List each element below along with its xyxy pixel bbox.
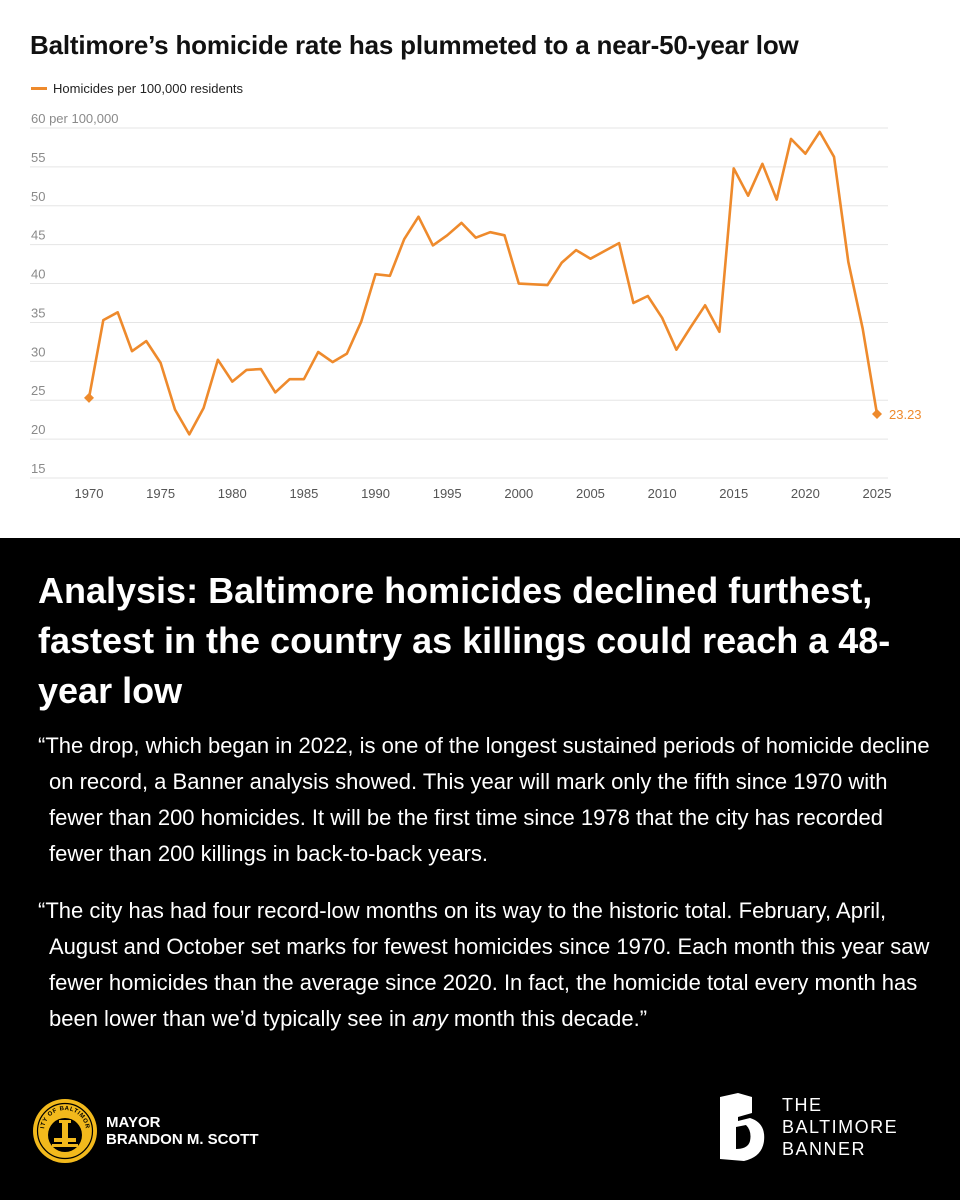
quote-paragraph-2: “The city has had four record-low months… bbox=[38, 893, 939, 1037]
x-tick-label: 1980 bbox=[218, 486, 247, 501]
x-tick-label: 2005 bbox=[576, 486, 605, 501]
y-tick-label: 50 bbox=[31, 189, 45, 204]
y-axis-top-label: 60 per 100,000 bbox=[31, 111, 118, 126]
y-tick-label: 30 bbox=[31, 344, 45, 359]
banner-line-2: BALTIMORE bbox=[782, 1117, 899, 1137]
x-tick-label: 2025 bbox=[863, 486, 892, 501]
y-tick-label: 25 bbox=[31, 383, 45, 398]
x-tick-label: 2020 bbox=[791, 486, 820, 501]
x-tick-label: 1990 bbox=[361, 486, 390, 501]
city-seal-icon: CITY OF BALTIMORE bbox=[32, 1098, 97, 1163]
mayor-credit: CITY OF BALTIMORE MAYOR BRANDON M. SCOTT bbox=[32, 1098, 259, 1164]
mayor-name: BRANDON M. SCOTT bbox=[106, 1131, 259, 1148]
x-tick-label: 1970 bbox=[75, 486, 104, 501]
headline: Analysis: Baltimore homicides declined f… bbox=[38, 570, 891, 711]
x-tick-label: 1975 bbox=[146, 486, 175, 501]
y-tick-label: 15 bbox=[31, 461, 45, 476]
y-tick-label: 20 bbox=[31, 422, 45, 437]
x-tick-label: 1995 bbox=[433, 486, 462, 501]
y-tick-label: 55 bbox=[31, 150, 45, 165]
quote-2-text: “The city has had four record-low months… bbox=[38, 898, 930, 1031]
quote-2-emphasis: any bbox=[412, 1006, 448, 1031]
y-tick-label: 40 bbox=[31, 267, 45, 282]
legend-swatch bbox=[31, 87, 47, 90]
end-point-marker bbox=[872, 408, 882, 419]
article-panel: Analysis: Baltimore homicides declined f… bbox=[0, 538, 960, 1200]
legend-label: Homicides per 100,000 residents bbox=[53, 81, 244, 96]
chart-title: Baltimore’s homicide rate has plummeted … bbox=[30, 30, 799, 60]
quote-2-ending: month this decade.” bbox=[447, 1006, 648, 1031]
x-tick-label: 1985 bbox=[289, 486, 318, 501]
banner-line-1: THE bbox=[782, 1095, 823, 1115]
x-tick-label: 2015 bbox=[719, 486, 748, 501]
banner-line-3: BANNER bbox=[782, 1139, 867, 1159]
chart-panel: Baltimore’s homicide rate has plummeted … bbox=[0, 0, 960, 538]
y-tick-label: 45 bbox=[31, 228, 45, 243]
end-point-label: 23.23 bbox=[889, 407, 922, 422]
chart-legend: Homicides per 100,000 residents bbox=[31, 81, 243, 96]
series-line bbox=[87, 130, 879, 436]
start-point-marker bbox=[84, 392, 94, 403]
y-tick-label: 35 bbox=[31, 305, 45, 320]
banner-b-logo-icon bbox=[720, 1093, 765, 1161]
quote-paragraph-1: “The drop, which began in 2022, is one o… bbox=[38, 733, 930, 866]
banner-logo: THE BALTIMORE BANNER bbox=[716, 1091, 898, 1163]
mayor-title: MAYOR bbox=[106, 1114, 161, 1131]
x-tick-label: 2010 bbox=[648, 486, 677, 501]
x-tick-label: 2000 bbox=[504, 486, 533, 501]
